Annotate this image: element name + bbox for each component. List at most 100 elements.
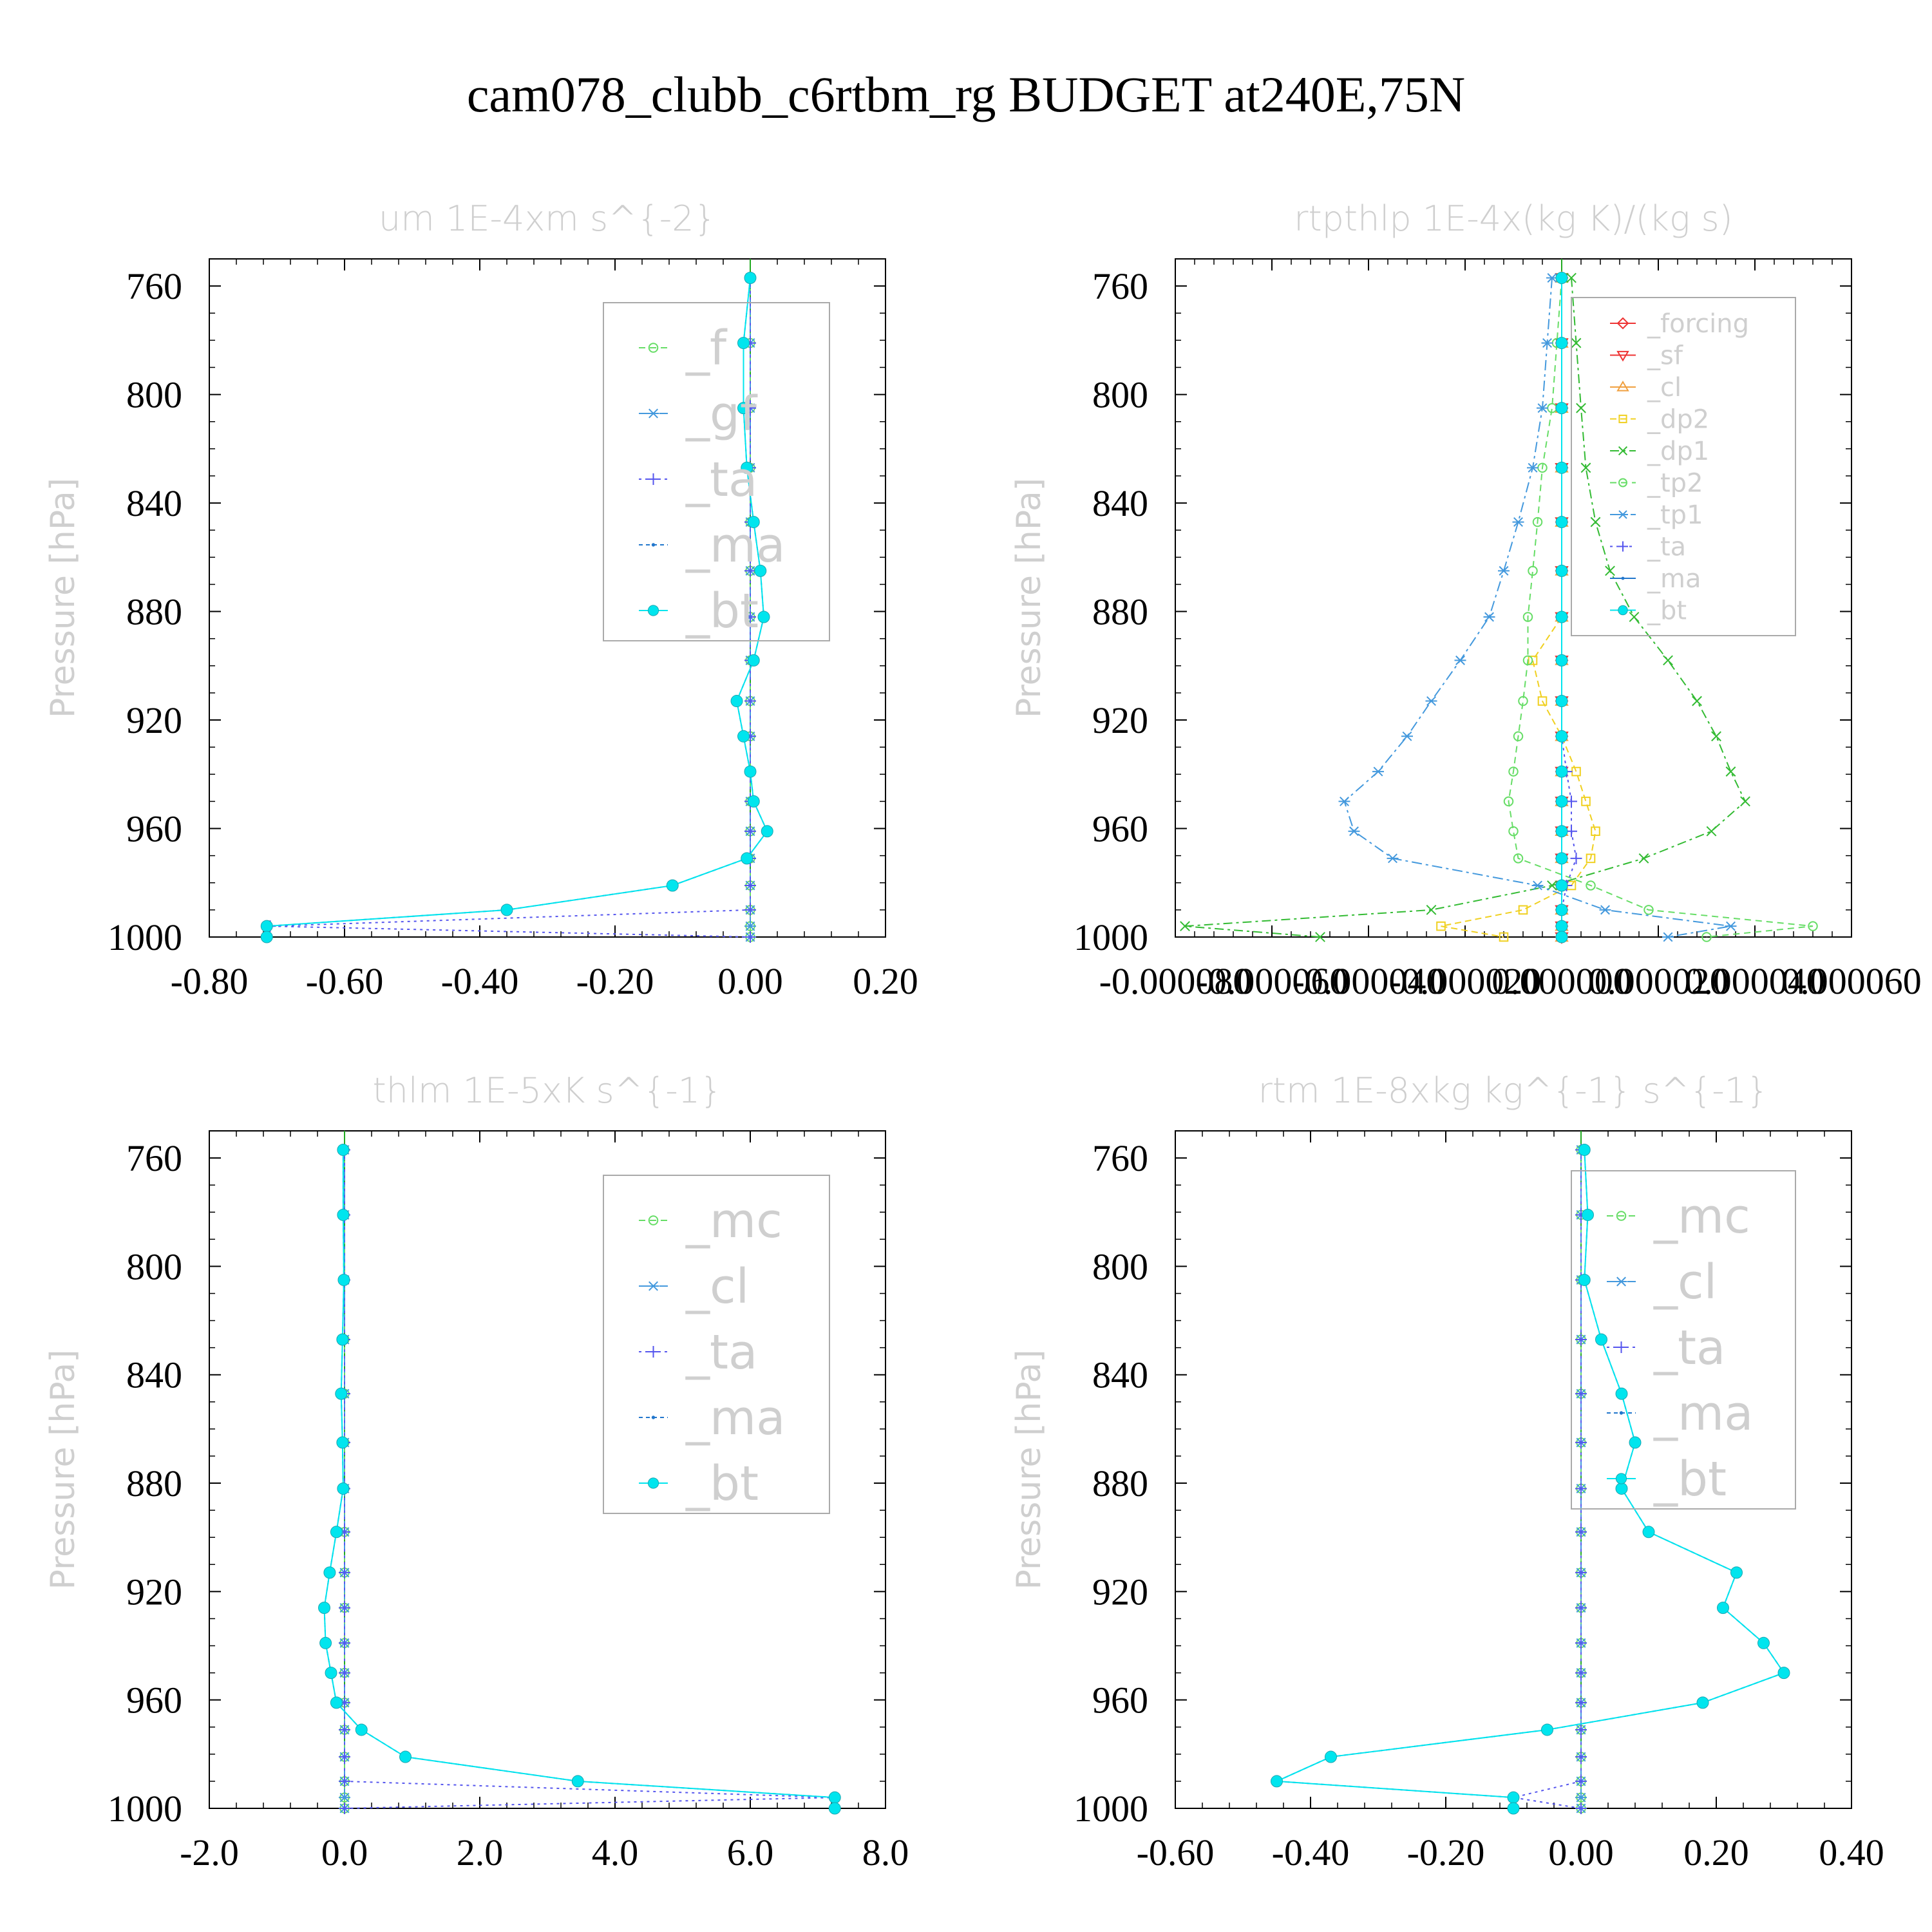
y-tick-label: 960 [1092, 808, 1148, 850]
y-tick-label: 760 [126, 265, 182, 307]
series_ta [1556, 272, 1582, 943]
data-point_bt [1555, 795, 1568, 808]
panel-rtm: rtm 1E-8xkg kg^{-1} s^{-1} -0.60 -0.40 -0.… [1010, 1070, 1884, 1873]
legend: _f _gf _ta _ma _bt [603, 302, 830, 641]
y-tick-label: 880 [126, 1463, 182, 1504]
data-point_bt [1696, 1696, 1709, 1709]
data-point_bt [337, 1273, 350, 1286]
panel-um: um 1E-4xm s^{-2} -0.80 -0.60 -0.40 -0.20 0.0… [44, 198, 918, 1002]
data-point_tp2 [1528, 565, 1538, 576]
y-tick-label: 920 [126, 1571, 182, 1613]
legend-box [603, 302, 830, 641]
x-tick-label: -0.000080 [1099, 960, 1252, 1002]
data-point_bt [1325, 1750, 1337, 1763]
data-point_dp1 [1547, 880, 1557, 891]
legend: _mc _cl _ta _ma _bt [603, 1175, 830, 1514]
y-axis-label: Pressure [hPa] [44, 478, 82, 718]
y-axis: 760 800 840 880 920 960 1000 [108, 1130, 886, 1830]
y-tick-label: 1000 [108, 916, 182, 958]
data-point_bt [730, 695, 743, 708]
y-axis: 760 800 840 880 920 960 1000 [1074, 1130, 1852, 1830]
y-tick-label: 1000 [108, 1788, 182, 1830]
y-tick-label: 920 [1092, 699, 1148, 741]
data-point_ta [744, 611, 756, 623]
series-line_ta [1561, 278, 1577, 937]
data-point_bt [1555, 904, 1568, 916]
panel-title-rtm: rtm 1E-8xkg kg^{-1} s^{-1} [1258, 1070, 1769, 1111]
legend-label_dp2: _dp2 [1647, 405, 1709, 435]
legend-item_ma: _ma [1610, 564, 1701, 594]
data-point_bt [1555, 695, 1568, 708]
data-point_cl [339, 1792, 350, 1803]
legend-label_ma: _ma [1647, 564, 1701, 594]
series_bt [260, 271, 773, 943]
legend-item_bt: _bt [639, 583, 759, 639]
y-tick-label: 960 [126, 1680, 182, 1721]
data-point_dp1 [1576, 402, 1586, 413]
data-point_ta [339, 1751, 350, 1763]
legend-label_cl: _cl [1647, 373, 1681, 402]
legend-marker_ma [1619, 1411, 1624, 1415]
legend-item_bt: _bt [639, 1456, 759, 1511]
legend-marker_bt [1615, 1473, 1627, 1484]
legend-item_forcing: _forcing [1610, 309, 1749, 339]
x-tick-label: 0.00 [717, 960, 783, 1002]
x-tick-label: -2.0 [180, 1832, 239, 1873]
data-point_bt [1777, 1667, 1790, 1680]
data-point_bt [336, 1436, 349, 1449]
data-point_bt [399, 1750, 412, 1763]
data-point_tp1 [1599, 905, 1611, 915]
data-point_bt [754, 564, 767, 577]
legend-item_ta: _ta [1607, 1320, 1725, 1376]
x-tick-label: -0.40 [441, 960, 519, 1002]
data-point_dp1 [1566, 272, 1577, 283]
data-point_ta [744, 825, 756, 837]
legend-label_gf: _gf [685, 386, 758, 442]
data-point_bt [737, 402, 750, 415]
y-tick-label: 920 [1092, 1571, 1148, 1613]
panel-title-thlm: thlm 1E-5xK s^{-1} [373, 1070, 723, 1111]
x-tick-label: -0.60 [306, 960, 384, 1002]
data-point_bt [1555, 765, 1568, 778]
legend-box [603, 1175, 830, 1514]
legend-marker_bt [647, 1477, 659, 1489]
data-point_dp1 [1580, 462, 1591, 473]
y-tick-label: 760 [1092, 1137, 1148, 1179]
data-point_tp2 [1522, 655, 1533, 666]
data-point_ta [744, 931, 756, 943]
y-tick-label: 840 [126, 482, 182, 524]
x-tick-label: -0.80 [171, 960, 249, 1002]
data-point_ta [339, 1602, 350, 1614]
data-point_tp1 [1498, 565, 1510, 576]
y-tick-label: 920 [126, 699, 182, 741]
legend-label_tp1: _tp1 [1647, 500, 1703, 530]
y-tick-label: 880 [126, 591, 182, 633]
data-point_ta [1575, 1602, 1587, 1614]
data-point_bt [1615, 1387, 1628, 1400]
data-point_ta [744, 904, 756, 916]
data-point_bt [1555, 337, 1568, 350]
data-point_bt [1555, 920, 1568, 933]
y-tick-label: 800 [126, 374, 182, 416]
data-point_ta [1575, 1723, 1587, 1736]
series-line_tp1 [1343, 278, 1731, 938]
data-point_dp1 [1740, 796, 1750, 807]
data-point_dp1 [1629, 612, 1640, 622]
legend-label_sf: _sf [1647, 341, 1683, 371]
y-tick-label: 840 [1092, 1354, 1148, 1396]
data-point_bt [828, 1802, 841, 1815]
y-axis-label: Pressure [hPa] [1010, 478, 1048, 718]
legend-box [1571, 297, 1796, 636]
data-point_dp2 [1581, 797, 1591, 806]
data-point_ta [339, 1566, 350, 1578]
x-tick-label: -0.20 [1407, 1832, 1485, 1873]
data-point_ta [1575, 1566, 1587, 1578]
y-tick-label: 840 [1092, 482, 1148, 524]
legend-item_cl: _cl [1610, 373, 1681, 402]
legend-marker_mc [1616, 1211, 1627, 1221]
plot-frame [209, 258, 886, 938]
plot-area-thlm: -2.0 0.0 2.0 4.0 6.0 8.0 760 800 840 880 920 960 100… [44, 1130, 909, 1873]
data-point_bt [318, 1602, 330, 1615]
data-point_bt [260, 920, 273, 933]
data-point_ta [1575, 1388, 1587, 1400]
